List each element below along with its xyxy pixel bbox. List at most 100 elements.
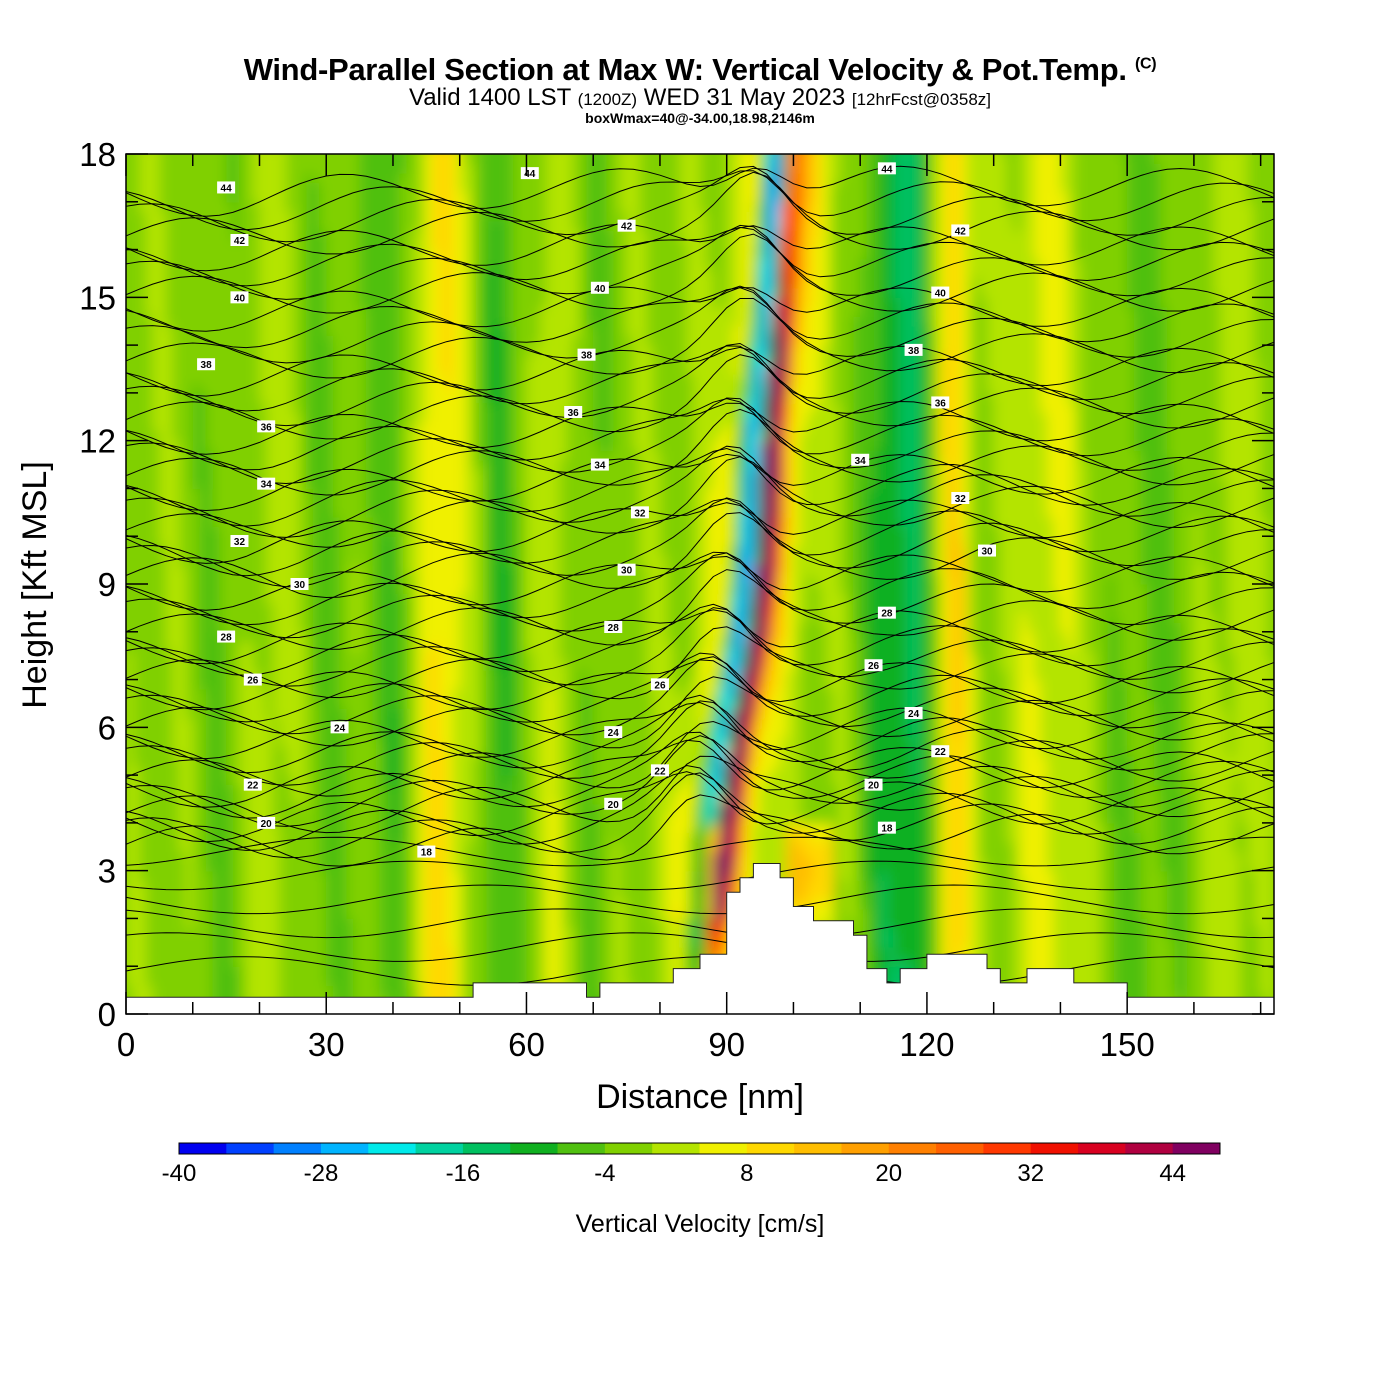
field-cell (1134, 918, 1141, 928)
field-cell (960, 832, 967, 842)
field-cell (627, 938, 634, 948)
field-cell (633, 947, 640, 957)
field-cell (747, 852, 754, 862)
field-cell (460, 890, 467, 900)
field-cell (1127, 861, 1134, 871)
field-cell (680, 918, 687, 928)
field-cell (380, 938, 387, 948)
field-cell (947, 938, 954, 948)
field-cell (593, 928, 600, 938)
field-cell (573, 909, 580, 919)
field-cell (1074, 957, 1081, 967)
field-cell (1107, 890, 1114, 900)
field-cell (453, 890, 460, 900)
field-cell (1020, 928, 1027, 938)
field-cell (560, 947, 567, 957)
field-cell (980, 813, 987, 823)
field-cell (914, 938, 921, 948)
field-cell (126, 823, 133, 833)
field-cell (1100, 966, 1107, 976)
field-cell (1161, 832, 1168, 842)
field-cell (193, 871, 200, 881)
field-cell (1067, 852, 1074, 862)
field-cell (306, 842, 313, 852)
field-cell (1201, 966, 1208, 976)
field-cell (1221, 985, 1228, 995)
field-cell (466, 871, 473, 881)
field-cell (874, 909, 881, 919)
field-cell (213, 899, 220, 909)
field-cell (813, 880, 820, 890)
field-cell (1247, 852, 1254, 862)
field-cell (980, 842, 987, 852)
field-cell (406, 832, 413, 842)
field-cell (460, 909, 467, 919)
field-cell (333, 966, 340, 976)
field-cell (1054, 947, 1061, 957)
field-cell (707, 832, 714, 842)
field-cell (206, 899, 213, 909)
field-cell (466, 842, 473, 852)
field-cell (1020, 861, 1027, 871)
field-cell (854, 918, 861, 928)
field-cell (1167, 976, 1174, 986)
field-cell (673, 938, 680, 948)
field-cell (326, 880, 333, 890)
field-cell (633, 899, 640, 909)
field-cell (433, 918, 440, 928)
field-cell (546, 823, 553, 833)
field-cell (179, 890, 186, 900)
field-cell (473, 871, 480, 881)
field-cell (1207, 966, 1214, 976)
field-cell (513, 928, 520, 938)
field-cell (1007, 899, 1014, 909)
field-cell (1000, 947, 1007, 957)
field-cell (533, 871, 540, 881)
field-cell (1000, 966, 1007, 976)
field-cell (1187, 966, 1194, 976)
field-cell (1027, 909, 1034, 919)
field-cell (600, 871, 607, 881)
field-cell (967, 899, 974, 909)
field-cell (219, 890, 226, 900)
field-cell (960, 928, 967, 938)
field-cell (1127, 976, 1134, 986)
field-cell (1187, 871, 1194, 881)
field-cell (500, 928, 507, 938)
field-cell (1067, 861, 1074, 871)
field-cell (900, 928, 907, 938)
field-cell (753, 823, 760, 833)
field-cell (1221, 823, 1228, 833)
field-cell (994, 899, 1001, 909)
field-cell (126, 899, 133, 909)
field-cell (813, 842, 820, 852)
field-cell (687, 880, 694, 890)
field-cell (1127, 966, 1134, 976)
field-cell (593, 985, 600, 995)
field-cell (1054, 938, 1061, 948)
field-cell (640, 938, 647, 948)
cross-section-chart: 4444 444242 424040 403838 383636363434 343232… (0, 0, 1400, 1400)
field-cell (593, 976, 600, 986)
field-cell (480, 899, 487, 909)
field-cell (500, 813, 507, 823)
field-cell (326, 890, 333, 900)
field-cell (580, 947, 587, 957)
field-cell (600, 947, 607, 957)
field-cell (1247, 890, 1254, 900)
field-cell (1047, 890, 1054, 900)
field-cell (400, 899, 407, 909)
field-cell (1007, 861, 1014, 871)
field-cell (486, 804, 493, 814)
field-cell (994, 852, 1001, 862)
field-cell (1174, 813, 1181, 823)
field-cell (1241, 909, 1248, 919)
field-cell (286, 899, 293, 909)
field-cell (313, 976, 320, 986)
field-cell (420, 957, 427, 967)
field-cell (313, 985, 320, 995)
field-cell (1247, 842, 1254, 852)
field-cell (1080, 909, 1087, 919)
field-cell (967, 918, 974, 928)
field-cell (286, 985, 293, 995)
